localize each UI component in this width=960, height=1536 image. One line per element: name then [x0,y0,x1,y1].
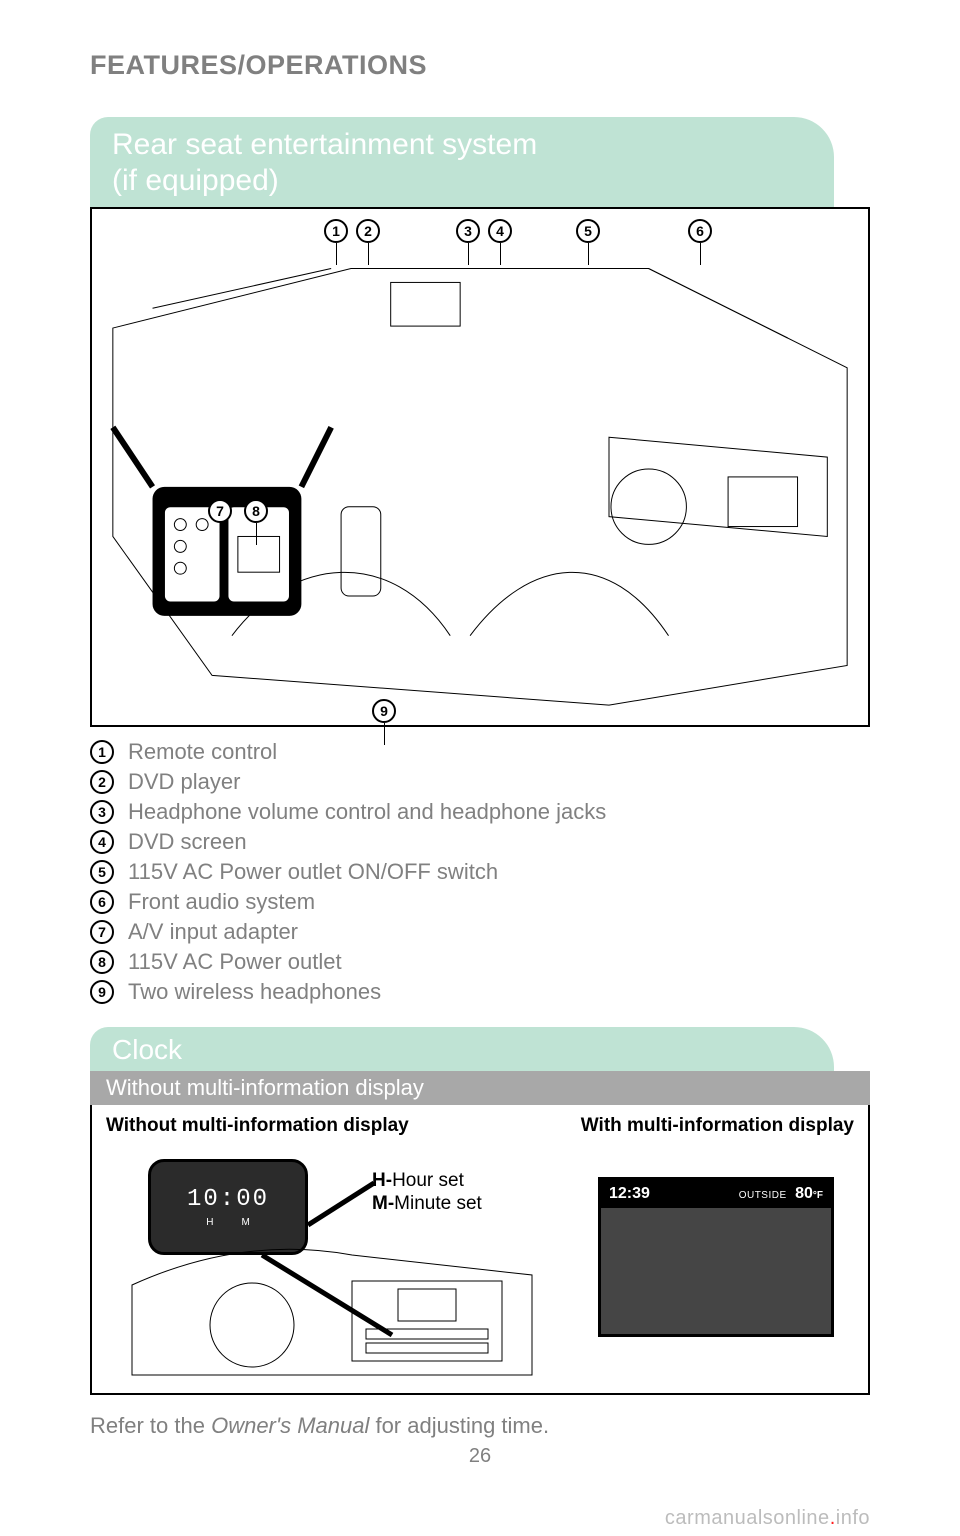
mid-screen-body [601,1208,831,1334]
clock-diagram: Without multi-information display With m… [90,1105,870,1395]
section-title: FEATURES/OPERATIONS [90,50,870,81]
dashboard-sketch [122,1225,542,1385]
watermark-right: info [836,1507,870,1529]
legend-number: 9 [90,980,114,1004]
rear-seat-title-line1: Rear seat entertainment system [112,127,812,163]
footer-suffix: for adjusting time. [369,1413,549,1438]
legend-number: 1 [90,740,114,764]
diagram-callout: 6 [688,219,712,243]
diagram-callout: 2 [356,219,380,243]
mid-screen: 12:39 OUTSIDE 80°F [598,1177,834,1337]
clock-sub-bar: Without multi-information display [90,1071,870,1105]
legend-row: 6 Front audio system [90,889,870,915]
legend-number: 5 [90,860,114,884]
page-number: 26 [90,1445,870,1468]
legend-number: 6 [90,890,114,914]
legend-number: 3 [90,800,114,824]
diagram-callout: 9 [372,699,396,723]
diagram-callout: 7 [208,499,232,523]
diagram-callout: 3 [456,219,480,243]
legend-text: Headphone volume control and headphone j… [128,799,606,825]
rear-seat-tab: Rear seat entertainment system (if equip… [90,117,834,207]
legend-text: 115V AC Power outlet [128,949,342,975]
legend-text: DVD player [128,769,240,795]
legend-row: 9 Two wireless headphones [90,979,870,1005]
legend-row: 3 Headphone volume control and headphone … [90,799,870,825]
diagram-callout: 1 [324,219,348,243]
diagram-callout: 5 [576,219,600,243]
mid-screen-bar: 12:39 OUTSIDE 80°F [601,1180,831,1208]
footer-note: Refer to the Owner's Manual for adjustin… [90,1413,870,1439]
clock-tab-label: Clock [112,1034,182,1065]
mid-outside-label: OUTSIDE [739,1190,787,1201]
footer-italic: Owner's Manual [211,1413,369,1438]
diagram-callout: 8 [244,499,268,523]
legend-row: 7 A/V input adapter [90,919,870,945]
legend-row: 5 115V AC Power outlet ON/OFF switch [90,859,870,885]
legend-list: 1 Remote control 2 DVD player 3 Headphone vol… [90,739,870,1005]
diagram-callout: 4 [488,219,512,243]
watermark-left: carmanualsonline [665,1507,830,1529]
legend-row: 8 115V AC Power outlet [90,949,870,975]
legend-number: 7 [90,920,114,944]
clock-tab: Clock [90,1027,834,1071]
interior-diagram: 123456789 [90,207,870,727]
legend-row: 2 DVD player [90,769,870,795]
legend-text: Two wireless headphones [128,979,381,1005]
legend-row: 1 Remote control [90,739,870,765]
footer-prefix: Refer to the [90,1413,211,1438]
legend-text: A/V input adapter [128,919,298,945]
mid-temp-unit: °F [813,1190,823,1201]
legend-text: DVD screen [128,829,247,855]
legend-number: 8 [90,950,114,974]
mid-time: 12:39 [609,1185,650,1203]
legend-text: Front audio system [128,889,315,915]
callout-layer: 123456789 [92,209,868,725]
legend-text: Remote control [128,739,277,765]
watermark: carmanualsonline.info [665,1507,870,1530]
legend-number: 2 [90,770,114,794]
page: FEATURES/OPERATIONS Rear seat entertainm… [0,0,960,1536]
legend-row: 4 DVD screen [90,829,870,855]
legend-text: 115V AC Power outlet ON/OFF switch [128,859,498,885]
rear-seat-title-line2: (if equipped) [112,163,812,199]
legend-number: 4 [90,830,114,854]
mid-temp: 80 [795,1185,813,1202]
